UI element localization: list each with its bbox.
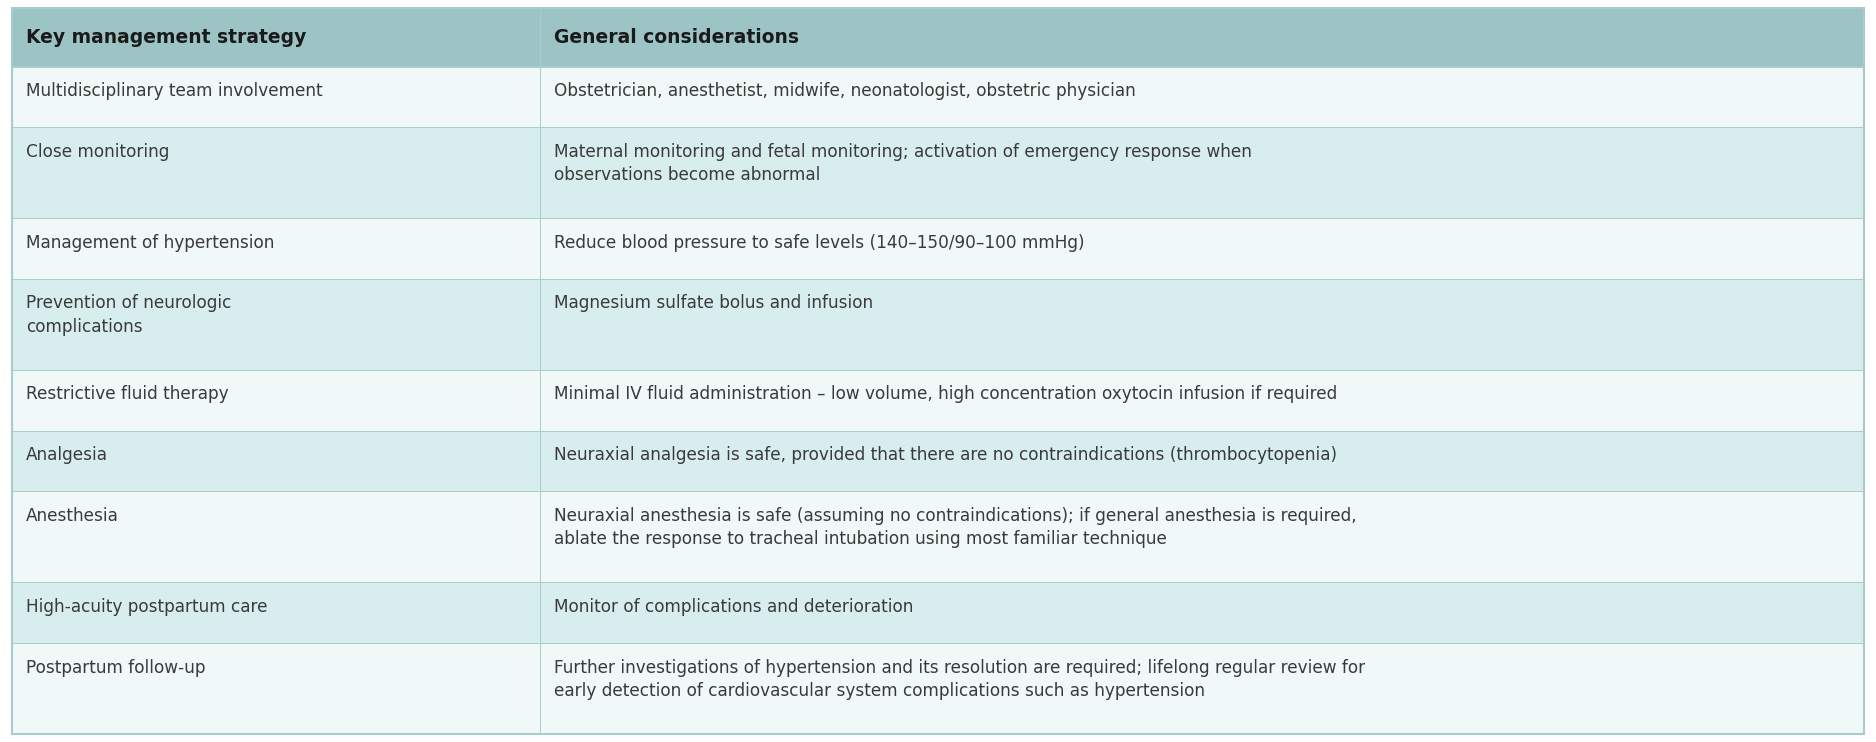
Text: Further investigations of hypertension and its resolution are required; lifelong: Further investigations of hypertension a… [553,659,1366,700]
Text: Neuraxial anesthesia is safe (assuming no contraindications); if general anesthe: Neuraxial anesthesia is safe (assuming n… [553,507,1356,548]
Text: Magnesium sulfate bolus and infusion: Magnesium sulfate bolus and infusion [553,295,872,312]
Text: Analgesia: Analgesia [26,446,109,464]
Bar [11,430,1865,491]
Text: Close monitoring: Close monitoring [26,142,169,161]
Bar [11,491,1865,582]
Bar [11,128,1865,218]
Bar [11,218,1865,279]
Text: Obstetrician, anesthetist, midwife, neonatologist, obstetric physician: Obstetrician, anesthetist, midwife, neon… [553,82,1135,100]
Bar [11,8,1865,67]
Text: Key management strategy: Key management strategy [26,27,306,47]
Text: Minimal IV fluid administration – low volume, high concentration oxytocin infusi: Minimal IV fluid administration – low vo… [553,385,1338,403]
Text: Reduce blood pressure to safe levels (140–150/90–100 mmHg): Reduce blood pressure to safe levels (14… [553,234,1084,252]
Text: Neuraxial analgesia is safe, provided that there are no contraindications (throm: Neuraxial analgesia is safe, provided th… [553,446,1338,464]
Bar [11,643,1865,734]
Text: Monitor of complications and deterioration: Monitor of complications and deteriorati… [553,598,914,616]
Text: General considerations: General considerations [553,27,799,47]
Text: Maternal monitoring and fetal monitoring; activation of emergency response when
: Maternal monitoring and fetal monitoring… [553,142,1251,184]
Text: Anesthesia: Anesthesia [26,507,118,525]
Bar [11,67,1865,128]
Text: Management of hypertension: Management of hypertension [26,234,274,252]
Text: High-acuity postpartum care: High-acuity postpartum care [26,598,268,616]
Bar [11,279,1865,370]
Text: Restrictive fluid therapy: Restrictive fluid therapy [26,385,229,403]
Bar [11,582,1865,643]
Text: Multidisciplinary team involvement: Multidisciplinary team involvement [26,82,323,100]
Text: Prevention of neurologic
complications: Prevention of neurologic complications [26,295,231,336]
Text: Postpartum follow-up: Postpartum follow-up [26,659,206,677]
Bar [11,370,1865,430]
